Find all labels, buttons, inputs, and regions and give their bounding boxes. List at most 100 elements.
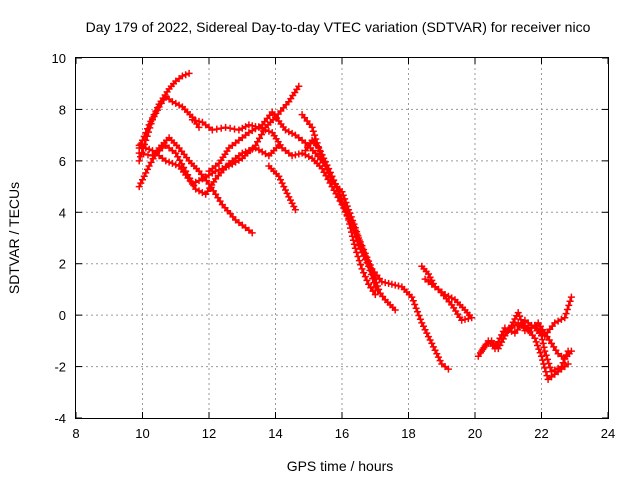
data-point	[135, 183, 143, 191]
data-point	[347, 224, 354, 232]
data-point	[217, 124, 225, 132]
data-point	[288, 152, 296, 160]
data-point	[144, 151, 152, 159]
data-point	[363, 276, 371, 284]
data-point	[444, 365, 452, 373]
data-point	[147, 158, 155, 166]
data-point	[415, 312, 423, 319]
data-point	[409, 297, 417, 305]
data-point	[348, 232, 356, 240]
data-point	[358, 244, 366, 252]
data-point	[336, 192, 344, 200]
data-point	[516, 312, 524, 320]
data-point	[328, 172, 336, 180]
data-point	[349, 236, 357, 244]
y-axis-label: SDTVAR / TECUs	[6, 182, 22, 294]
data-point	[330, 176, 338, 184]
data-point	[342, 208, 350, 216]
series-arc-8	[265, 162, 299, 214]
x-tick-label: 18	[401, 426, 415, 441]
data-point	[423, 329, 431, 337]
data-point	[139, 136, 146, 144]
data-point	[414, 308, 421, 316]
data-point	[534, 342, 541, 349]
data-point	[375, 285, 383, 293]
data-point	[468, 314, 476, 322]
data-point	[540, 343, 548, 351]
data-point	[542, 351, 550, 359]
data-point	[172, 149, 180, 157]
data-point	[540, 360, 548, 368]
x-tick-label: 12	[202, 426, 216, 441]
data-point	[135, 149, 143, 157]
series-line	[192, 118, 396, 311]
data-point	[168, 159, 176, 167]
data-point	[195, 123, 203, 131]
series-arc-10	[301, 136, 379, 299]
data-point	[185, 69, 193, 77]
x-tick-label: 10	[135, 426, 149, 441]
data-point	[350, 240, 358, 248]
data-point	[563, 306, 571, 313]
data-point	[366, 264, 374, 272]
data-point	[325, 165, 333, 173]
data-point	[309, 127, 317, 135]
data-point	[543, 372, 551, 380]
data-point	[178, 72, 186, 80]
data-point	[360, 269, 368, 277]
data-point	[562, 310, 570, 318]
data-point	[340, 204, 348, 212]
data-point	[174, 153, 182, 161]
data-point	[145, 145, 153, 153]
data-point	[353, 248, 361, 256]
series-arc-11	[418, 262, 476, 324]
data-point	[248, 229, 256, 237]
data-point	[428, 339, 436, 347]
data-point	[331, 180, 339, 188]
y-tick-label: 0	[59, 308, 66, 323]
data-point	[532, 338, 540, 346]
y-tick-label: 2	[59, 257, 66, 272]
plot-frame	[75, 57, 609, 419]
data-point	[538, 352, 545, 360]
data-point	[538, 336, 546, 344]
data-point	[374, 282, 381, 290]
data-point	[135, 157, 143, 165]
data-point	[262, 126, 269, 134]
data-point	[391, 281, 399, 289]
data-point	[561, 314, 569, 322]
data-point	[565, 301, 573, 309]
data-point	[213, 125, 221, 133]
data-point	[461, 315, 469, 323]
data-point	[358, 265, 366, 273]
data-point	[355, 257, 363, 265]
data-point	[371, 291, 379, 299]
data-point	[539, 339, 547, 347]
data-point	[312, 135, 320, 143]
data-point	[252, 141, 260, 149]
data-point	[291, 206, 299, 214]
data-point	[308, 123, 316, 131]
data-point	[254, 138, 261, 146]
y-tick-label: 4	[59, 205, 66, 220]
data-point	[222, 163, 230, 171]
data-point	[464, 315, 472, 323]
data-point	[208, 126, 216, 134]
data-point	[342, 199, 350, 206]
data-point	[140, 150, 148, 158]
y-tick-label: -2	[54, 360, 66, 375]
data-point	[421, 326, 429, 334]
data-point	[291, 151, 299, 159]
data-point	[145, 162, 153, 170]
data-point	[182, 71, 190, 79]
data-point	[567, 347, 575, 355]
data-point	[343, 212, 351, 220]
data-point	[566, 297, 574, 305]
data-point	[411, 301, 419, 308]
x-axis-label: GPS time / hours	[287, 458, 394, 474]
x-tick-label: 24	[601, 426, 615, 441]
series-line	[480, 319, 569, 373]
data-point	[172, 161, 180, 169]
